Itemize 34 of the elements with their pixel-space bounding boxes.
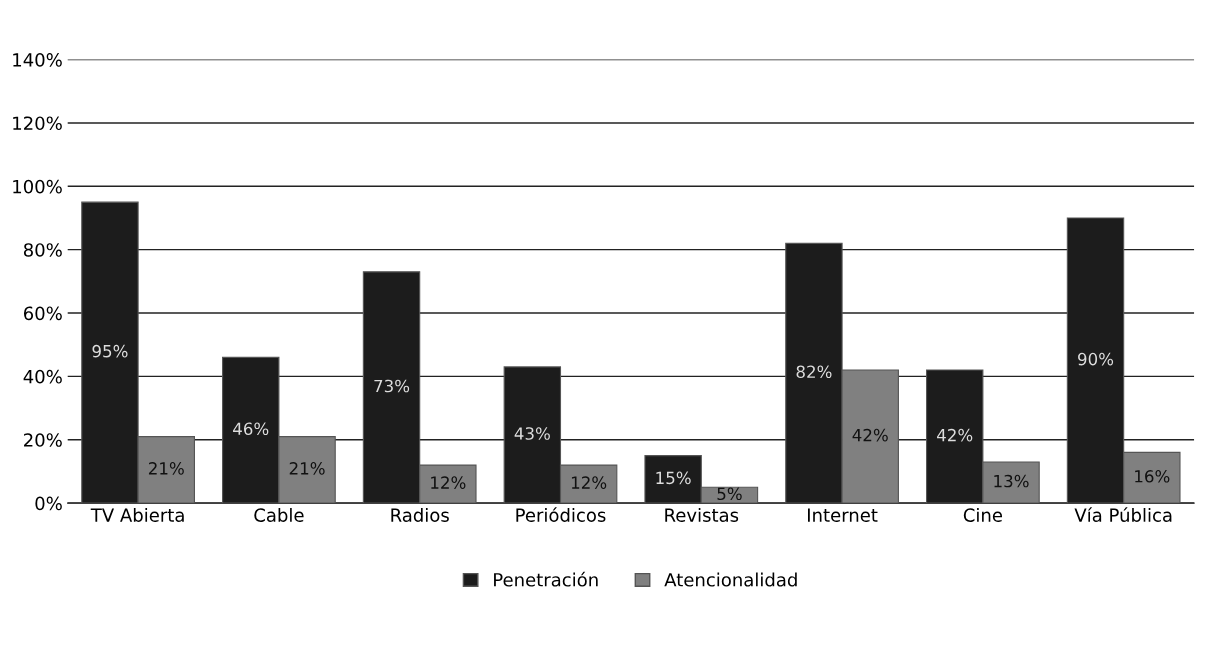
x-tick-label: Periódicos [516,507,606,522]
x-tick-label: Revistas [665,507,739,522]
data-label: 13% [994,474,1029,488]
data-label: 42% [852,428,888,442]
data-label: 42% [937,428,973,442]
y-tick-label: 100% [13,179,62,194]
y-tick-label: 0% [35,496,62,511]
data-label: 12% [431,476,466,489]
data-label: 90% [1078,352,1114,366]
data-label: 21% [289,462,325,475]
data-label: 82% [796,365,832,379]
y-tick-label: 60% [23,306,62,321]
x-tick-label: Cine [963,507,1002,522]
y-tick-label: 120% [13,116,62,131]
x-tick-label: Cable [254,507,304,522]
x-tick-label: TV Abierta [90,507,184,522]
legend-label: Penetración [494,571,598,587]
data-label: 5% [717,487,742,501]
data-label: 95% [92,344,128,358]
y-tick-label: 20% [24,433,62,447]
x-tick-label: Vía Pública [1074,507,1172,522]
legend-label: Atencionalidad [664,572,797,587]
data-label: 12% [571,476,607,489]
data-label: 16% [1135,470,1170,483]
y-tick-label: 140% [13,53,62,67]
x-tick-label: Radios [391,507,449,522]
y-tick-label: 40% [23,369,62,384]
data-label: 43% [514,427,550,440]
y-tick-label: 80% [23,243,62,257]
data-label: 46% [233,422,269,436]
x-tick-label: Internet [808,508,878,522]
data-label: 73% [374,379,410,393]
data-label: 21% [148,462,184,475]
data-label: 15% [656,471,691,485]
